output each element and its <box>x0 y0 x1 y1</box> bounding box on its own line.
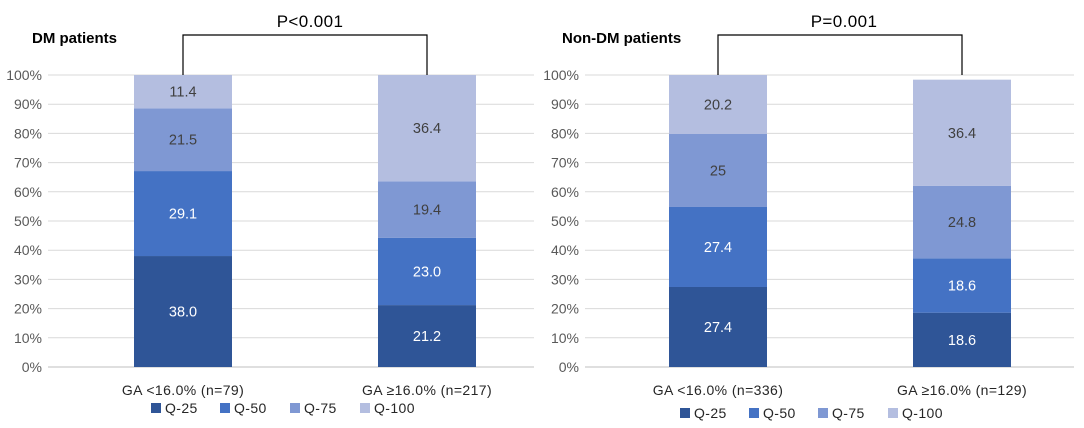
x-category-label: GA <16.0% (n=336) <box>653 382 784 398</box>
y-tick-label: 60% <box>14 184 42 200</box>
data-label: 20.2 <box>704 97 732 113</box>
legend-label: Q-50 <box>234 400 267 416</box>
data-label: 38.0 <box>169 305 197 321</box>
legend-label: Q-100 <box>902 405 943 421</box>
y-tick-label: 0% <box>22 359 42 375</box>
data-label: 29.1 <box>169 207 197 223</box>
data-label: 36.4 <box>948 126 976 142</box>
y-tick-label: 20% <box>14 301 42 317</box>
y-tick-label: 0% <box>559 359 579 375</box>
bar-segment-q-100 <box>378 75 476 182</box>
y-tick-label: 60% <box>551 184 579 200</box>
panel-title: DM patients <box>32 30 117 47</box>
y-tick-label: 90% <box>551 96 579 112</box>
legend-swatch-q-75 <box>290 403 300 413</box>
bar-segment-q-100 <box>913 79 1011 186</box>
x-category-label: GA ≥16.0% (n=217) <box>362 382 492 398</box>
data-label: 24.8 <box>948 215 976 231</box>
legend-label: Q-25 <box>694 405 727 421</box>
legend-label: Q-75 <box>832 405 865 421</box>
x-category-label: GA ≥16.0% (n=129) <box>897 382 1027 398</box>
legend-swatch-q-50 <box>220 403 230 413</box>
y-tick-label: 100% <box>6 67 42 83</box>
panel-dm-patients: 0% 10% 20% 30% 40% 50% 60% 70% 80% 90% 100% 38.0 29.… <box>6 12 534 416</box>
bar-segment-q-75 <box>378 181 476 238</box>
y-tick-label: 80% <box>14 125 42 141</box>
panel-non-dm-patients: 0% 10% 20% 30% 40% 50% 60% 70% 80% 90% 100% 27.4 27.… <box>543 12 1074 421</box>
legend-swatch-q-75 <box>818 408 828 418</box>
x-category-label: GA <16.0% (n=79) <box>122 382 244 398</box>
y-tick-label: 70% <box>14 155 42 171</box>
bar-segment-q-75 <box>669 133 767 207</box>
legend-swatch-q-25 <box>680 408 690 418</box>
data-label: 19.4 <box>413 203 441 219</box>
y-tick-label: 70% <box>551 155 579 171</box>
legend-label: Q-100 <box>374 400 415 416</box>
bar-segment-q-25 <box>134 256 232 367</box>
y-tick-label: 80% <box>551 125 579 141</box>
y-tick-label: 30% <box>14 271 42 287</box>
y-tick-label: 20% <box>551 301 579 317</box>
data-label: 21.2 <box>413 329 441 345</box>
data-label: 27.4 <box>704 320 732 336</box>
y-tick-label: 30% <box>551 271 579 287</box>
legend-swatch-q-50 <box>749 408 759 418</box>
data-label: 25 <box>710 163 726 179</box>
data-label: 27.4 <box>704 240 732 256</box>
bar-segment-q-50 <box>378 237 476 306</box>
bar-segment-q-50 <box>134 171 232 257</box>
significance-bracket <box>717 34 963 75</box>
legend-label: Q-75 <box>304 400 337 416</box>
bar-segment-q-25 <box>913 312 1011 367</box>
data-label: 18.6 <box>948 279 976 295</box>
p-value-label: P<0.001 <box>277 12 344 31</box>
significance-bracket <box>182 34 428 75</box>
y-tick-label: 40% <box>14 242 42 258</box>
y-tick-label: 90% <box>14 96 42 112</box>
bar-segment-q-100 <box>134 75 232 109</box>
y-tick-label: 50% <box>14 213 42 229</box>
data-label: 18.6 <box>948 333 976 349</box>
legend-swatch-q-100 <box>888 408 898 418</box>
bar-segment-q-75 <box>134 108 232 172</box>
bar-segment-q-75 <box>913 185 1011 259</box>
legend-swatch-q-100 <box>360 403 370 413</box>
y-tick-label: 50% <box>551 213 579 229</box>
data-label: 21.5 <box>169 133 197 149</box>
y-tick-label: 10% <box>14 330 42 346</box>
bar-segment-q-25 <box>669 286 767 367</box>
data-label: 11.4 <box>169 85 196 101</box>
legend-label: Q-25 <box>165 400 198 416</box>
bar-segment-q-50 <box>669 206 767 287</box>
legend-swatch-q-25 <box>151 403 161 413</box>
bar-segment-q-25 <box>378 305 476 367</box>
legend-label: Q-50 <box>763 405 796 421</box>
y-tick-label: 40% <box>551 242 579 258</box>
p-value-label: P=0.001 <box>811 12 878 31</box>
data-label: 36.4 <box>413 121 441 137</box>
bar-segment-q-100 <box>669 75 767 134</box>
y-tick-label: 10% <box>551 330 579 346</box>
y-tick-label: 100% <box>543 67 579 83</box>
bar-segment-q-50 <box>913 258 1011 313</box>
panel-title: Non-DM patients <box>562 30 681 47</box>
data-label: 23.0 <box>413 265 441 281</box>
